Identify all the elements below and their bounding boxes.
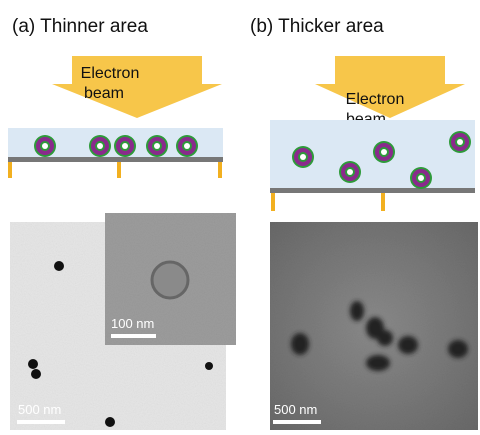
particle [89,135,111,157]
support [271,193,275,211]
particle [114,135,136,157]
support [381,193,385,211]
particle [292,146,314,168]
particle [339,161,361,183]
particle [34,135,56,157]
inset-image: 100 nm [105,213,236,345]
support [117,162,121,178]
panel-title: (a) Thinner area [12,16,148,37]
particle [410,167,432,189]
arrow-label: Electron [346,91,405,108]
substrate [270,188,475,193]
panel-title: (b) Thicker area [250,16,384,37]
particle [449,131,471,153]
support [218,162,222,178]
particle [176,135,198,157]
arrow [315,56,465,118]
support [8,162,12,178]
scale-bar-label: 100 nm [111,316,154,331]
arrow-label: beam [84,85,124,102]
substrate [8,157,223,162]
figure: (a) Thinner area Electron beam 500 nm 10… [0,0,480,435]
scale-bar-label: 500 nm [18,402,61,417]
tem-image: 500 nm [270,222,478,430]
particle [373,141,395,163]
arrow-label: Electron [81,65,140,82]
particle [146,135,168,157]
scale-bar-label: 500 nm [274,402,317,417]
